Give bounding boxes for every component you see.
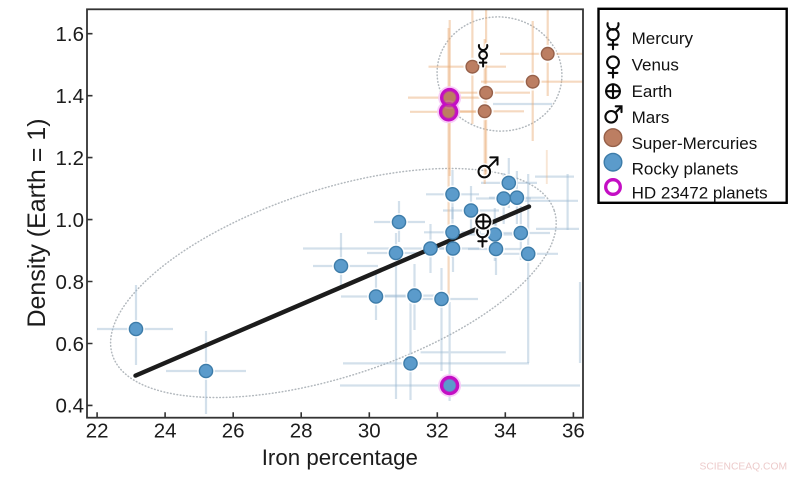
svg-text:HD 23472 planets: HD 23472 planets — [632, 184, 768, 203]
svg-text:28: 28 — [290, 420, 313, 443]
svg-text:0.6: 0.6 — [56, 333, 85, 356]
svg-text:Mercury: Mercury — [632, 29, 694, 48]
svg-text:36: 36 — [562, 420, 585, 443]
svg-text:Earth: Earth — [632, 82, 673, 101]
svg-text:34: 34 — [494, 420, 517, 443]
svg-text:1.4: 1.4 — [56, 85, 85, 108]
svg-text:1.0: 1.0 — [56, 209, 85, 232]
svg-text:Super-Mercuries: Super-Mercuries — [632, 134, 758, 153]
svg-text:0.8: 0.8 — [56, 271, 85, 294]
svg-text:24: 24 — [154, 420, 177, 443]
svg-text:26: 26 — [222, 420, 245, 443]
svg-text:30: 30 — [358, 420, 381, 443]
svg-text:Rocky planets: Rocky planets — [632, 159, 739, 178]
svg-text:0.4: 0.4 — [56, 395, 85, 418]
svg-text:32: 32 — [426, 420, 449, 443]
svg-text:Venus: Venus — [632, 56, 679, 75]
svg-text:SCIENCEAQ.COM: SCIENCEAQ.COM — [700, 461, 788, 472]
svg-text:22: 22 — [86, 420, 109, 443]
svg-text:1.6: 1.6 — [56, 23, 85, 46]
svg-text:Density (Earth = 1): Density (Earth = 1) — [23, 118, 51, 327]
svg-text:Iron percentage: Iron percentage — [262, 445, 418, 470]
svg-text:Mars: Mars — [632, 108, 670, 127]
svg-text:1.2: 1.2 — [56, 147, 85, 170]
